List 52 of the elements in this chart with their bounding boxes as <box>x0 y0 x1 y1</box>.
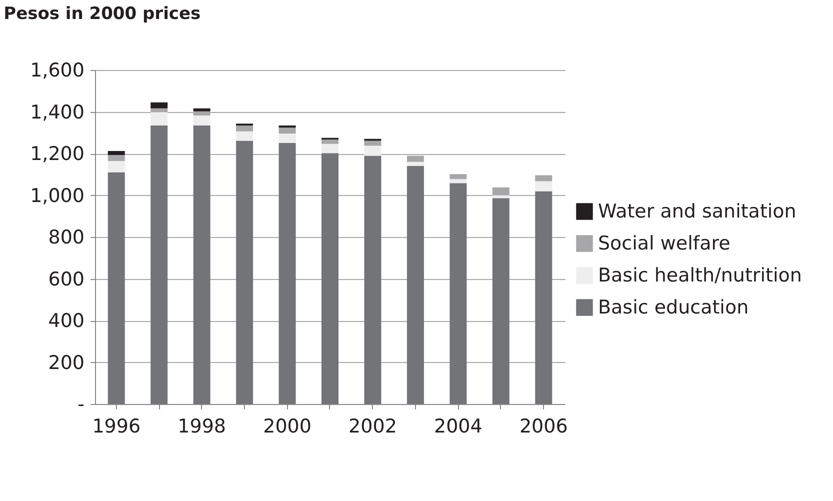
bar <box>322 140 338 144</box>
y-tick-label: 1,000 <box>30 184 84 207</box>
bar <box>450 183 467 404</box>
x-tick-label: 1996 <box>92 416 141 438</box>
y-tick-label: 1,200 <box>30 143 84 165</box>
y-tick-label: 600 <box>48 268 84 290</box>
bar <box>535 181 552 192</box>
bar <box>278 134 296 143</box>
y-tick-label: - <box>78 394 84 416</box>
bar <box>236 140 254 404</box>
bar <box>150 108 168 112</box>
bar <box>108 161 125 172</box>
bar <box>450 174 467 180</box>
y-tick-label: 200 <box>48 352 84 374</box>
x-tick-label: 2000 <box>263 416 312 438</box>
bar <box>535 175 552 182</box>
bar <box>108 154 125 162</box>
bar <box>108 150 125 155</box>
bar <box>193 108 210 112</box>
bar <box>278 142 296 404</box>
bar <box>450 179 467 184</box>
y-tick-label: 800 <box>48 226 84 248</box>
legend-label: Water and sanitation <box>598 200 796 222</box>
y-tick-label: 1,600 <box>30 60 84 82</box>
legend-label: Basic health/nutrition <box>598 264 802 286</box>
x-tick-label: 2004 <box>434 416 482 438</box>
bar <box>492 198 510 404</box>
legend-label: Basic education <box>598 296 749 318</box>
chart-title: Pesos in 2000 prices <box>4 4 201 24</box>
y-tick-label: 400 <box>48 310 84 332</box>
legend-label: Social welfare <box>598 232 730 254</box>
bar <box>364 146 382 156</box>
bar <box>236 131 254 141</box>
bar <box>406 166 424 404</box>
bar <box>535 191 552 404</box>
x-tick-label: 2006 <box>519 416 568 438</box>
bar <box>236 126 254 132</box>
bar <box>406 162 424 166</box>
bar <box>364 140 382 146</box>
bar <box>150 126 168 404</box>
x-tick-label: 1998 <box>178 416 226 438</box>
bar <box>150 102 168 108</box>
bar <box>322 153 338 404</box>
bar <box>150 112 168 126</box>
bar <box>108 172 125 404</box>
bar <box>193 116 210 126</box>
bar <box>278 128 296 134</box>
bar <box>193 126 210 404</box>
y-tick-label: 1,400 <box>30 101 84 124</box>
x-tick-label: 2002 <box>348 416 397 438</box>
bar <box>364 156 382 404</box>
bar <box>322 144 338 154</box>
